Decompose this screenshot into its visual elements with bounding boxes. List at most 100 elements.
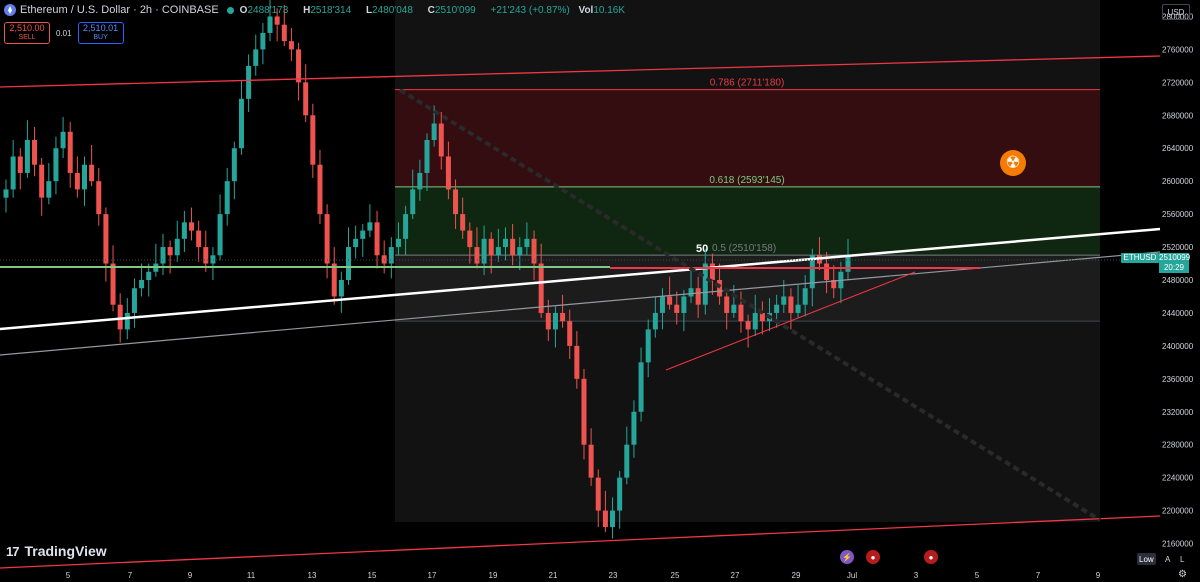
candle-body: [795, 304, 801, 313]
trade-panel: 2,510.00 SELL 0.01 2,510.01 BUY: [4, 22, 124, 44]
candle-body: [303, 82, 309, 116]
tradingview-logo[interactable]: 17 TradingView: [6, 543, 107, 559]
candle-body: [574, 345, 580, 379]
y-tick-label: 2720000: [1162, 78, 1194, 87]
trend-white-line: [0, 227, 1161, 331]
candle-body: [67, 131, 73, 173]
market-status-icon: [226, 6, 234, 14]
candle-body: [274, 16, 280, 25]
candle-body: [681, 296, 687, 313]
candle-body: [652, 312, 658, 330]
candle-body: [709, 263, 715, 280]
candle-body: [395, 238, 401, 248]
candle-body: [417, 172, 423, 190]
y-tick-label: 2520000: [1162, 243, 1194, 252]
candle-body: [174, 238, 180, 256]
scale-low-button[interactable]: Low: [1137, 553, 1156, 565]
candle-body: [110, 263, 116, 305]
x-tick-label: Jul: [847, 571, 857, 580]
candle-body: [474, 247, 480, 264]
fib-zone-red: [395, 89, 1100, 187]
candle-body: [367, 222, 373, 231]
candle-body: [246, 65, 252, 99]
candle-body: [460, 214, 466, 231]
y-tick-label: 2400000: [1162, 342, 1194, 351]
x-tick-label: 11: [247, 571, 256, 580]
radioactive-icon[interactable]: ☢: [1000, 150, 1026, 176]
candle-body: [567, 321, 573, 346]
candle-body: [517, 247, 523, 256]
y-tick-label: 2480000: [1162, 276, 1194, 285]
rising-wedge-line: [665, 271, 916, 371]
candle-body: [39, 164, 45, 198]
chart-header: Ethereum / U.S. Dollar · 2h · COINBASE O…: [4, 3, 637, 17]
symbol-title[interactable]: Ethereum / U.S. Dollar · 2h · COINBASE: [20, 4, 219, 16]
price-tag-price: 2510099 20:29: [1159, 253, 1191, 273]
log-scale-button[interactable]: L: [1180, 554, 1185, 564]
candle-body: [331, 263, 337, 297]
candle-body: [831, 280, 837, 289]
channel-lower-line: [0, 515, 1161, 569]
candle-body: [602, 510, 608, 528]
y-tick-label: 2760000: [1162, 45, 1194, 54]
candle-body: [659, 296, 665, 313]
fib-label-2: 0.5 (2510'158): [712, 243, 776, 254]
candle-body: [809, 255, 815, 289]
candle-body: [310, 115, 316, 165]
buy-button[interactable]: 2,510.01 BUY: [77, 22, 124, 44]
candle-body: [702, 263, 708, 305]
y-tick-label: 2680000: [1162, 111, 1194, 120]
candle-body: [203, 247, 209, 264]
us-flag-icon[interactable]: ●: [866, 550, 880, 564]
y-tick-label: 2160000: [1162, 540, 1194, 549]
candle-body: [231, 148, 237, 182]
candle-body: [60, 131, 66, 149]
candle-body: [545, 312, 551, 330]
y-tick-label: 2200000: [1162, 507, 1194, 516]
candle-body: [346, 247, 352, 280]
candle-body: [781, 296, 787, 305]
candle-body: [560, 312, 566, 322]
candle-body: [131, 288, 137, 313]
auto-scale-button[interactable]: A: [1165, 554, 1171, 564]
candle-body: [645, 329, 651, 363]
us-flag-icon[interactable]: ●: [924, 550, 938, 564]
lightning-icon[interactable]: ⚡: [840, 550, 854, 564]
candle-body: [353, 238, 359, 248]
candle-body: [260, 32, 266, 50]
sell-button[interactable]: 2,510.00 SELL: [4, 22, 50, 44]
x-tick-label: 15: [368, 571, 377, 580]
x-tick-label: 21: [549, 571, 558, 580]
candle-body: [189, 222, 195, 231]
candle-body: [24, 140, 30, 173]
gear-icon[interactable]: ⚙: [1178, 569, 1187, 580]
candle-body: [360, 230, 366, 239]
candle-body: [167, 247, 173, 256]
candle-body: [17, 156, 23, 173]
candle-body: [374, 222, 380, 256]
y-tick-label: 2600000: [1162, 177, 1194, 186]
x-tick-label: 5: [975, 571, 980, 580]
candle-body: [510, 238, 516, 256]
currency-selector[interactable]: USD: [1162, 4, 1190, 20]
candle-body: [717, 280, 723, 297]
y-tick-label: 2240000: [1162, 474, 1194, 483]
x-tick-label: 19: [489, 571, 498, 580]
candle-body: [32, 140, 38, 165]
dashed-trend-line: [398, 88, 1102, 522]
candle-body: [588, 444, 594, 478]
candle-body: [531, 238, 537, 264]
candle-body: [617, 477, 623, 511]
x-tick-label: 5: [66, 571, 71, 580]
candle-body: [146, 271, 152, 280]
spread-value: 0.01: [56, 28, 72, 38]
candle-body: [288, 41, 294, 50]
y-tick-label: 2800000: [1162, 12, 1194, 21]
candle-body: [724, 296, 730, 313]
candle-body: [774, 304, 780, 313]
candle-body: [296, 49, 302, 83]
x-tick-label: 7: [1036, 571, 1041, 580]
x-tick-label: 29: [792, 571, 801, 580]
candle-body: [89, 164, 95, 182]
